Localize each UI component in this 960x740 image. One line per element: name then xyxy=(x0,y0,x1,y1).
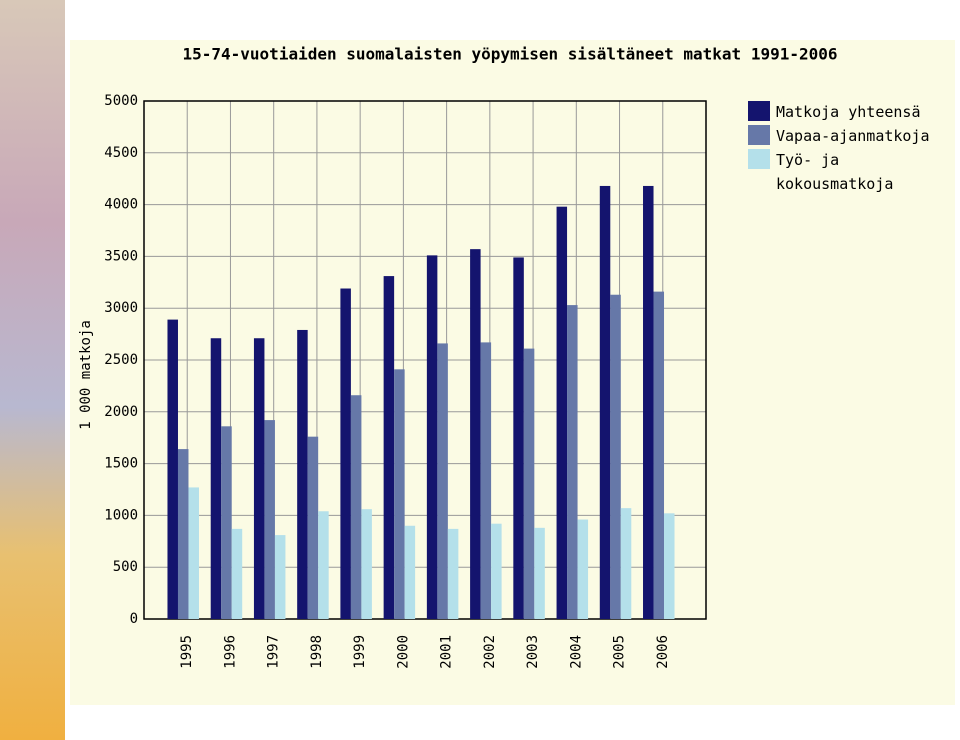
bar xyxy=(470,249,481,619)
bar xyxy=(491,523,502,619)
legend-swatch xyxy=(748,101,770,121)
y-tick-label: 3000 xyxy=(104,300,138,316)
bar xyxy=(318,511,329,619)
bar xyxy=(653,291,665,619)
bar xyxy=(231,528,243,619)
x-tick-label: 2002 xyxy=(482,635,498,669)
bar xyxy=(350,395,362,619)
plot-frame xyxy=(143,100,707,620)
bar xyxy=(426,255,438,619)
x-tick-label: 1997 xyxy=(266,635,282,669)
y-tick-label: 3500 xyxy=(104,248,138,264)
decorative-strip xyxy=(0,0,65,740)
x-tick-label: 2005 xyxy=(612,635,628,669)
bar xyxy=(556,206,568,619)
bar xyxy=(167,319,178,619)
legend-label: Työ- ja kokousmatkoja xyxy=(776,151,894,193)
bar xyxy=(340,288,351,619)
bar xyxy=(264,420,275,619)
bar xyxy=(253,338,265,619)
x-tick-label: 1996 xyxy=(222,635,238,669)
bar xyxy=(188,487,199,619)
bar xyxy=(447,528,459,619)
bar xyxy=(437,343,448,619)
x-tick-label: 2006 xyxy=(655,635,671,669)
bar xyxy=(221,426,232,619)
x-tick-label: 1998 xyxy=(309,635,325,669)
y-tick-label: 500 xyxy=(113,559,138,575)
y-tick-label: 1000 xyxy=(104,507,138,523)
x-tick-label: 2004 xyxy=(568,635,584,669)
bar xyxy=(177,449,189,619)
x-tick-label: 1995 xyxy=(179,635,195,669)
chart-title: 15-74-vuotiaiden suomalaisten yöpymisen … xyxy=(182,45,837,64)
bar xyxy=(513,257,524,619)
bar xyxy=(534,527,545,619)
x-tick-label: 1999 xyxy=(352,635,368,669)
bar xyxy=(664,513,675,619)
bar xyxy=(394,369,405,619)
x-tick-label: 2003 xyxy=(525,635,541,669)
bar xyxy=(577,519,589,619)
bar xyxy=(523,348,535,619)
bar xyxy=(480,342,492,619)
bar xyxy=(383,276,395,619)
bar xyxy=(567,305,578,619)
y-tick-label: 4000 xyxy=(104,197,138,213)
bar xyxy=(643,185,654,619)
legend-item: Matkoja yhteensä xyxy=(748,100,958,124)
y-tick-label: 2000 xyxy=(104,404,138,420)
y-tick-label: 1500 xyxy=(104,456,138,472)
bar xyxy=(620,508,632,619)
y-axis-label: 1 000 matkoja xyxy=(78,320,94,430)
legend-label: Vapaa-ajanmatkoja xyxy=(776,127,930,145)
bar xyxy=(274,535,286,619)
x-tick-label: 2000 xyxy=(395,635,411,669)
legend: Matkoja yhteensä Vapaa-ajanmatkoja Työ- ja… xyxy=(748,100,958,196)
legend-swatch xyxy=(748,149,770,169)
y-tick-label: 5000 xyxy=(104,93,138,109)
legend-swatch xyxy=(748,125,770,145)
x-tick-label: 2001 xyxy=(439,635,455,669)
bar xyxy=(307,436,319,619)
bar xyxy=(361,509,372,619)
legend-item: Työ- ja kokousmatkoja xyxy=(748,148,958,196)
bar xyxy=(599,185,611,619)
y-tick-label: 0 xyxy=(130,611,138,627)
y-tick-label: 4500 xyxy=(104,145,138,161)
bar xyxy=(404,525,416,619)
bar xyxy=(297,329,308,619)
bar xyxy=(210,338,222,619)
bar xyxy=(610,294,621,619)
legend-label: Matkoja yhteensä xyxy=(776,103,921,121)
y-tick-label: 2500 xyxy=(104,352,138,368)
legend-item: Vapaa-ajanmatkoja xyxy=(748,124,958,148)
